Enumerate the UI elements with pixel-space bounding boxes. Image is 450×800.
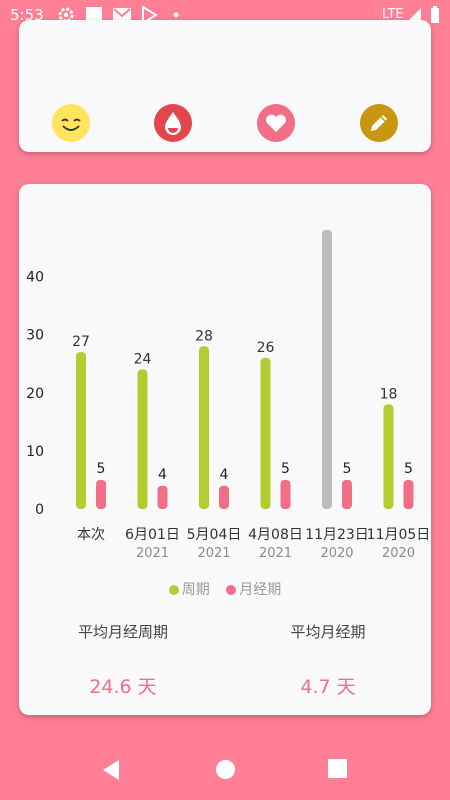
back-icon[interactable] — [101, 759, 121, 781]
love-button[interactable] — [257, 104, 295, 142]
data-label-cycle: 24 — [134, 352, 152, 368]
y-tick-label: 10 — [26, 444, 44, 460]
flow-button[interactable] — [154, 104, 192, 142]
avg-period-value: 4.7 天 — [300, 676, 356, 698]
x-tick-year-label: 2020 — [320, 546, 353, 561]
bar-cycle — [76, 352, 86, 509]
home-icon[interactable] — [215, 759, 236, 780]
clock: 5:53 — [10, 6, 44, 24]
mood-button[interactable] — [52, 104, 90, 142]
data-label-cycle: 26 — [257, 340, 275, 356]
data-label-cycle: 18 — [380, 386, 398, 402]
legend-dot-cycle — [168, 585, 179, 595]
x-tick-year-label: 2021 — [136, 546, 169, 561]
x-tick-label: 本次 — [77, 527, 105, 543]
bar-cycle — [199, 346, 209, 509]
data-label-period: 5 — [404, 461, 413, 477]
note-button[interactable] — [360, 104, 398, 142]
legend-dot-period — [226, 585, 237, 595]
legend-label-cycle: 周期 — [181, 582, 210, 598]
y-tick-label: 40 — [26, 270, 44, 286]
bar-period — [342, 479, 352, 509]
bar-cycle — [260, 357, 271, 509]
bar-period — [96, 479, 106, 509]
x-tick-label: 5月04日 — [187, 527, 242, 543]
cycle-bar-chart: 0 10 20 30 40 27 5 本次 24 4 6月01日 2021 28 4 5月04日 2021 26… — [26, 230, 431, 561]
legend-item-period: 月经期 — [226, 579, 281, 599]
data-label-period: 4 — [158, 467, 167, 483]
bar-period — [219, 485, 229, 509]
square-icon — [86, 7, 102, 23]
navigation-bar — [0, 740, 450, 800]
recents-icon[interactable] — [328, 759, 347, 778]
bar-period — [403, 479, 414, 509]
avg-period-label: 平均月经期 — [290, 623, 366, 641]
mood-card — [19, 20, 431, 152]
bar-period — [157, 485, 168, 509]
play-store-icon — [142, 6, 157, 24]
happy-face-icon — [52, 104, 90, 142]
data-label-cycle: 27 — [72, 334, 90, 350]
x-tick-year-label: 2020 — [382, 546, 415, 561]
y-tick-label: 30 — [26, 328, 44, 344]
cycle-chart-card: 0 10 20 30 40 27 5 本次 24 4 6月01日 2021 28 4 5月04日 2021 26… — [19, 184, 431, 715]
y-tick-label: 20 — [26, 386, 44, 402]
legend-label-period: 月经期 — [239, 582, 282, 598]
data-label-cycle: 28 — [195, 328, 213, 344]
bar-cycle — [137, 369, 148, 509]
data-label-period: 4 — [220, 467, 229, 483]
x-tick-year-label: 2021 — [259, 546, 292, 561]
legend-item-cycle: 周期 — [168, 579, 210, 599]
bar-cycle — [383, 404, 394, 509]
signal-icon — [407, 8, 421, 22]
avg-cycle-label: 平均月经周期 — [77, 623, 168, 641]
y-tick-label: 0 — [35, 502, 44, 518]
bar-cycle — [322, 230, 332, 509]
x-tick-label: 11月23日 — [305, 527, 369, 543]
x-tick-year-label: 2021 — [197, 546, 230, 561]
data-label-period: 5 — [343, 461, 352, 477]
blood-drop-icon — [154, 104, 192, 142]
battery-icon — [431, 6, 439, 23]
pencil-icon — [360, 104, 398, 142]
dot-icon — [173, 12, 179, 18]
x-tick-label: 11月05日 — [367, 527, 431, 543]
gmail-icon — [113, 8, 131, 22]
heart-icon — [257, 104, 295, 142]
bar-period — [280, 479, 291, 509]
chart-legend: 周期 月经期 — [19, 579, 431, 599]
data-label-period: 5 — [281, 461, 290, 477]
x-tick-label: 4月08日 — [248, 527, 303, 543]
settings-icon — [58, 7, 74, 23]
network-type: LTE — [382, 7, 404, 22]
status-bar: 5:53 LTE — [0, 0, 450, 30]
data-label-period: 5 — [97, 461, 106, 477]
avg-cycle-value: 24.6 天 — [89, 676, 157, 698]
x-tick-label: 6月01日 — [125, 527, 180, 543]
